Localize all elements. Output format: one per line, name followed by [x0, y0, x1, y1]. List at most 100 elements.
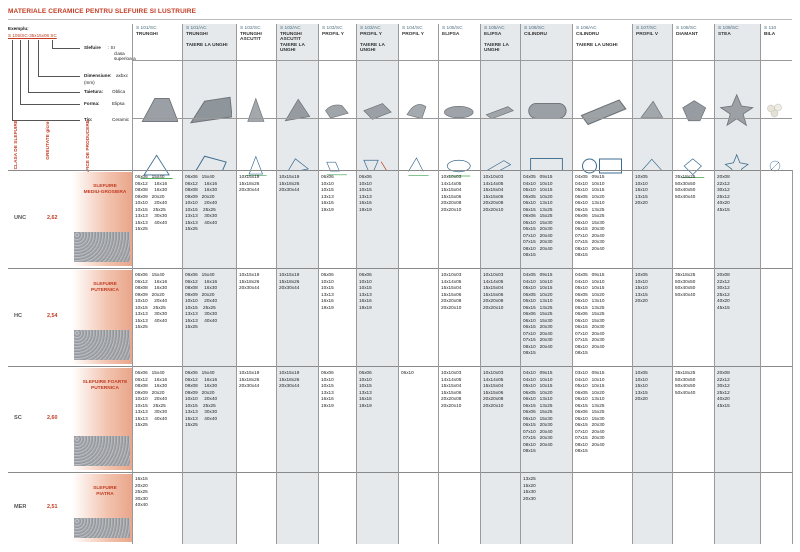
product-name: STEA: [718, 31, 731, 37]
column-shade: [182, 170, 236, 268]
column-code: S 104/SC PROFIL Y: [402, 26, 436, 37]
size-cell: 06x06 10x10 10x15 13x13 16x16 19x19: [321, 174, 334, 212]
product-code: S 105/SC: [442, 26, 463, 31]
column-header: S 106/AC CILINDRU TAIERE LA UNGHI: [572, 24, 632, 174]
size-cell: 20x08 22x12 30x12 25x12 40x20 45x15: [717, 370, 730, 408]
size-cell: 03x10 09x15 04x10 10x10 05x10 10x15 06x0…: [575, 370, 605, 453]
profile-drawing: [677, 146, 710, 186]
column-divider: [480, 170, 481, 544]
column-header: S 102/SC TRUNGHI ASCUTIT: [236, 24, 276, 176]
grit-density: 2,51: [47, 504, 58, 510]
legend-value-forma: Elipsa: [112, 101, 125, 106]
size-cell: 06x06 10x10 10x15 13x13 16x16 19x19: [359, 370, 372, 408]
row-label: SLEFUIRE FOARTE PUTERNICA: [72, 368, 132, 470]
row-separator: [8, 170, 792, 171]
size-cell: 06x06 10x10 10x15 13x13 16x16 19x19: [321, 370, 334, 408]
legend-value-dimensiune: axbxc: [116, 73, 129, 78]
legend-value-slefuire: : SI: [108, 45, 115, 50]
size-cell: 35x18x25 50x30x50 50x40x50 50x40x40: [675, 272, 696, 297]
column-shade: [276, 366, 318, 472]
column-header: S 102/AC TRUNGHI ASCUTIT TAIERE LA UNGHI: [276, 24, 318, 177]
product-photo: [719, 84, 756, 136]
column-code: S 102/AC TRUNGHI ASCUTIT TAIERE LA UNGHI: [280, 26, 316, 54]
column-divider: [182, 170, 183, 544]
column-shade: [356, 472, 398, 544]
column-code: S 105/AC ELIPSA TAIERE LA UNGHI: [484, 26, 518, 54]
profile-drawing: [765, 146, 788, 186]
column-code: S 109/SC STEA: [718, 26, 758, 37]
legend-value-taietura: Oblica: [112, 89, 126, 94]
product-name: ELIPSA: [442, 31, 460, 37]
column-header: S 106/SC CILINDRU: [520, 24, 572, 180]
size-cell: 10x15x19 15x18x26 20x30x44: [239, 370, 260, 388]
column-divider: [276, 170, 277, 544]
column-code: S 105/SC ELIPSA: [442, 26, 478, 37]
size-cell: 04x05 09x15 04x10 10x10 05x10 10x15 06x0…: [575, 272, 605, 355]
header-separator: [132, 60, 792, 61]
size-cell: 20x08 22x12 30x12 25x12 40x20 45x15: [717, 272, 730, 310]
product-code: S 110: [764, 26, 777, 31]
column-header: S 109/SC STEA: [714, 24, 760, 179]
column-header: S 108/SC DIAMANT: [672, 24, 714, 178]
row-separator: [8, 366, 792, 367]
size-cell: 10x10x03 14x14x05 15x15x04 15x15x06 20x2…: [441, 370, 462, 408]
column-header: S 107/SC PROFIL V: [632, 24, 672, 176]
product-code: S 108/SC: [676, 26, 697, 31]
column-divider: [132, 170, 133, 544]
side-header-class: CLASA DE SLEFUIRE: [14, 120, 19, 170]
column-divider: [356, 170, 357, 544]
product-photo: [361, 84, 394, 136]
product-photo: [765, 84, 788, 136]
grade-class: SC: [14, 415, 22, 421]
product-code: S 109/SC: [718, 26, 739, 31]
product-name: TRUNGHI ASCUTIT TAIERE LA UNGHI: [280, 31, 305, 54]
legend-label-tip: Tip:: [84, 117, 93, 122]
column-shade: [632, 472, 672, 544]
row-label: SLEFUIRE PUTERNICA: [72, 270, 132, 364]
header-separator: [132, 118, 792, 119]
product-photo: [137, 84, 179, 136]
product-name: PROFIL Y TAIERE LA UNGHI: [360, 31, 385, 54]
size-cell: 10x15x19 15x18x26 20x30x44: [279, 370, 300, 388]
column-shade: [480, 366, 520, 472]
size-cell: 04x10 09x15 04x10 10x10 05x10 10x15 06x0…: [523, 370, 553, 453]
product-code: S 106/SC: [524, 26, 545, 31]
column-code: S 107/SC PROFIL V: [636, 26, 670, 37]
example-label: Exemplu:: [8, 26, 29, 31]
column-header: S 101/AC TRUNGHI TAIERE LA UNGHI: [182, 24, 236, 181]
page-title: MATERIALE CERAMICE PENTRU SLEFUIRE SI LU…: [8, 8, 197, 15]
column-shade: [356, 170, 398, 268]
product-photo: [281, 84, 314, 136]
column-shade: [480, 268, 520, 366]
column-divider: [318, 170, 319, 544]
size-cell: 06x06 15x40 06x12 16x16 08x08 16x30 09x0…: [135, 174, 168, 231]
column-shade: [182, 366, 236, 472]
product-photo: [323, 84, 352, 136]
column-divider: [760, 170, 761, 544]
product-name: BILA: [764, 31, 776, 37]
size-cell: 16x16 20x20 25x25 30x30 40x40: [135, 476, 148, 507]
product-name: PROFIL Y: [322, 31, 344, 37]
grit-density: 2,54: [47, 313, 58, 319]
size-cell: 06x06 15x40 06x12 16x16 08x08 16x30 09x0…: [135, 370, 168, 427]
column-code: S 106/SC CILINDRU: [524, 26, 570, 37]
material-swatch: [74, 330, 130, 360]
legend-label-forma: Forma:: [84, 101, 100, 106]
grit-density: 2,60: [47, 415, 58, 421]
size-cell: 04x05 09x15 04x10 10x10 05x10 10x15 06x0…: [575, 174, 605, 257]
size-cell: 10x10x03 14x14x05 15x15x04 15x15x06 20x2…: [483, 174, 504, 212]
product-name: ELIPSA TAIERE LA UNGHI: [484, 31, 509, 54]
material-swatch: [74, 518, 130, 538]
product-photo: [637, 84, 668, 136]
size-cell: 13x25 15x20 15x30 20x30: [523, 476, 536, 501]
row-label-text: SLEFUIRE FOARTE PUTERNICA: [82, 380, 128, 391]
row-label-text: SLEFUIRE MEDIU-GROSIERA: [83, 184, 127, 195]
legend-value-tip: Ceramic: [112, 117, 130, 122]
profile-drawing: [403, 146, 434, 186]
column-shade: [276, 268, 318, 366]
product-photo: [443, 84, 476, 136]
material-swatch: [74, 232, 130, 262]
profile-drawing: [577, 146, 628, 186]
column-code: S 101/SC TRUNGHI: [136, 26, 180, 37]
size-cell: 10x10x03 14x14x05 15x15x04 15x15x06 20x2…: [441, 174, 462, 212]
